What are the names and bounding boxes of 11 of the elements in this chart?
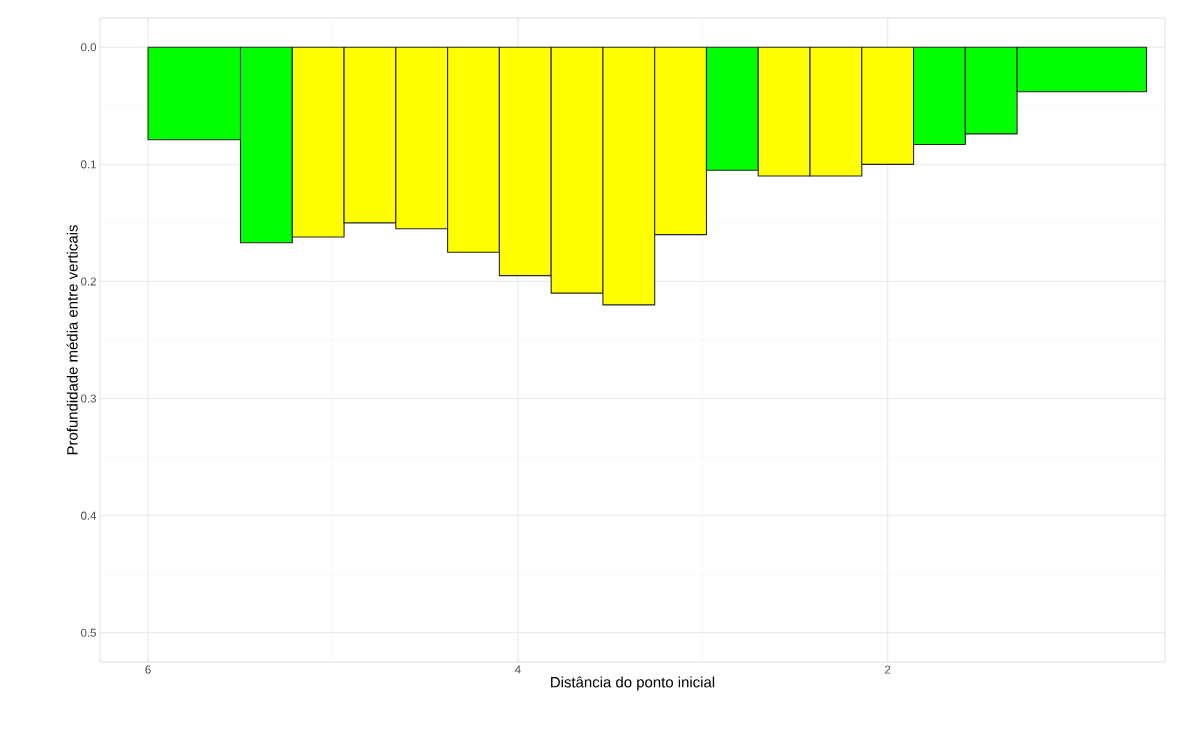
y-tick-label: 0.5 xyxy=(81,628,96,637)
x-tick-label: 2 xyxy=(885,665,891,674)
y-tick-label: 0.0 xyxy=(81,43,97,52)
y-axis-title: Profundidade média entre verticais xyxy=(66,225,78,455)
x-axis-title: Distância do ponto inicial xyxy=(551,676,715,691)
y-tick-label: 0.1 xyxy=(81,160,96,169)
y-tick-label: 0.3 xyxy=(81,394,96,403)
y-tick-label: 0.4 xyxy=(81,511,97,520)
x-tick-label: 4 xyxy=(514,665,521,674)
y-tick-label: 0.2 xyxy=(81,277,96,286)
x-tick-label: 6 xyxy=(145,665,151,674)
